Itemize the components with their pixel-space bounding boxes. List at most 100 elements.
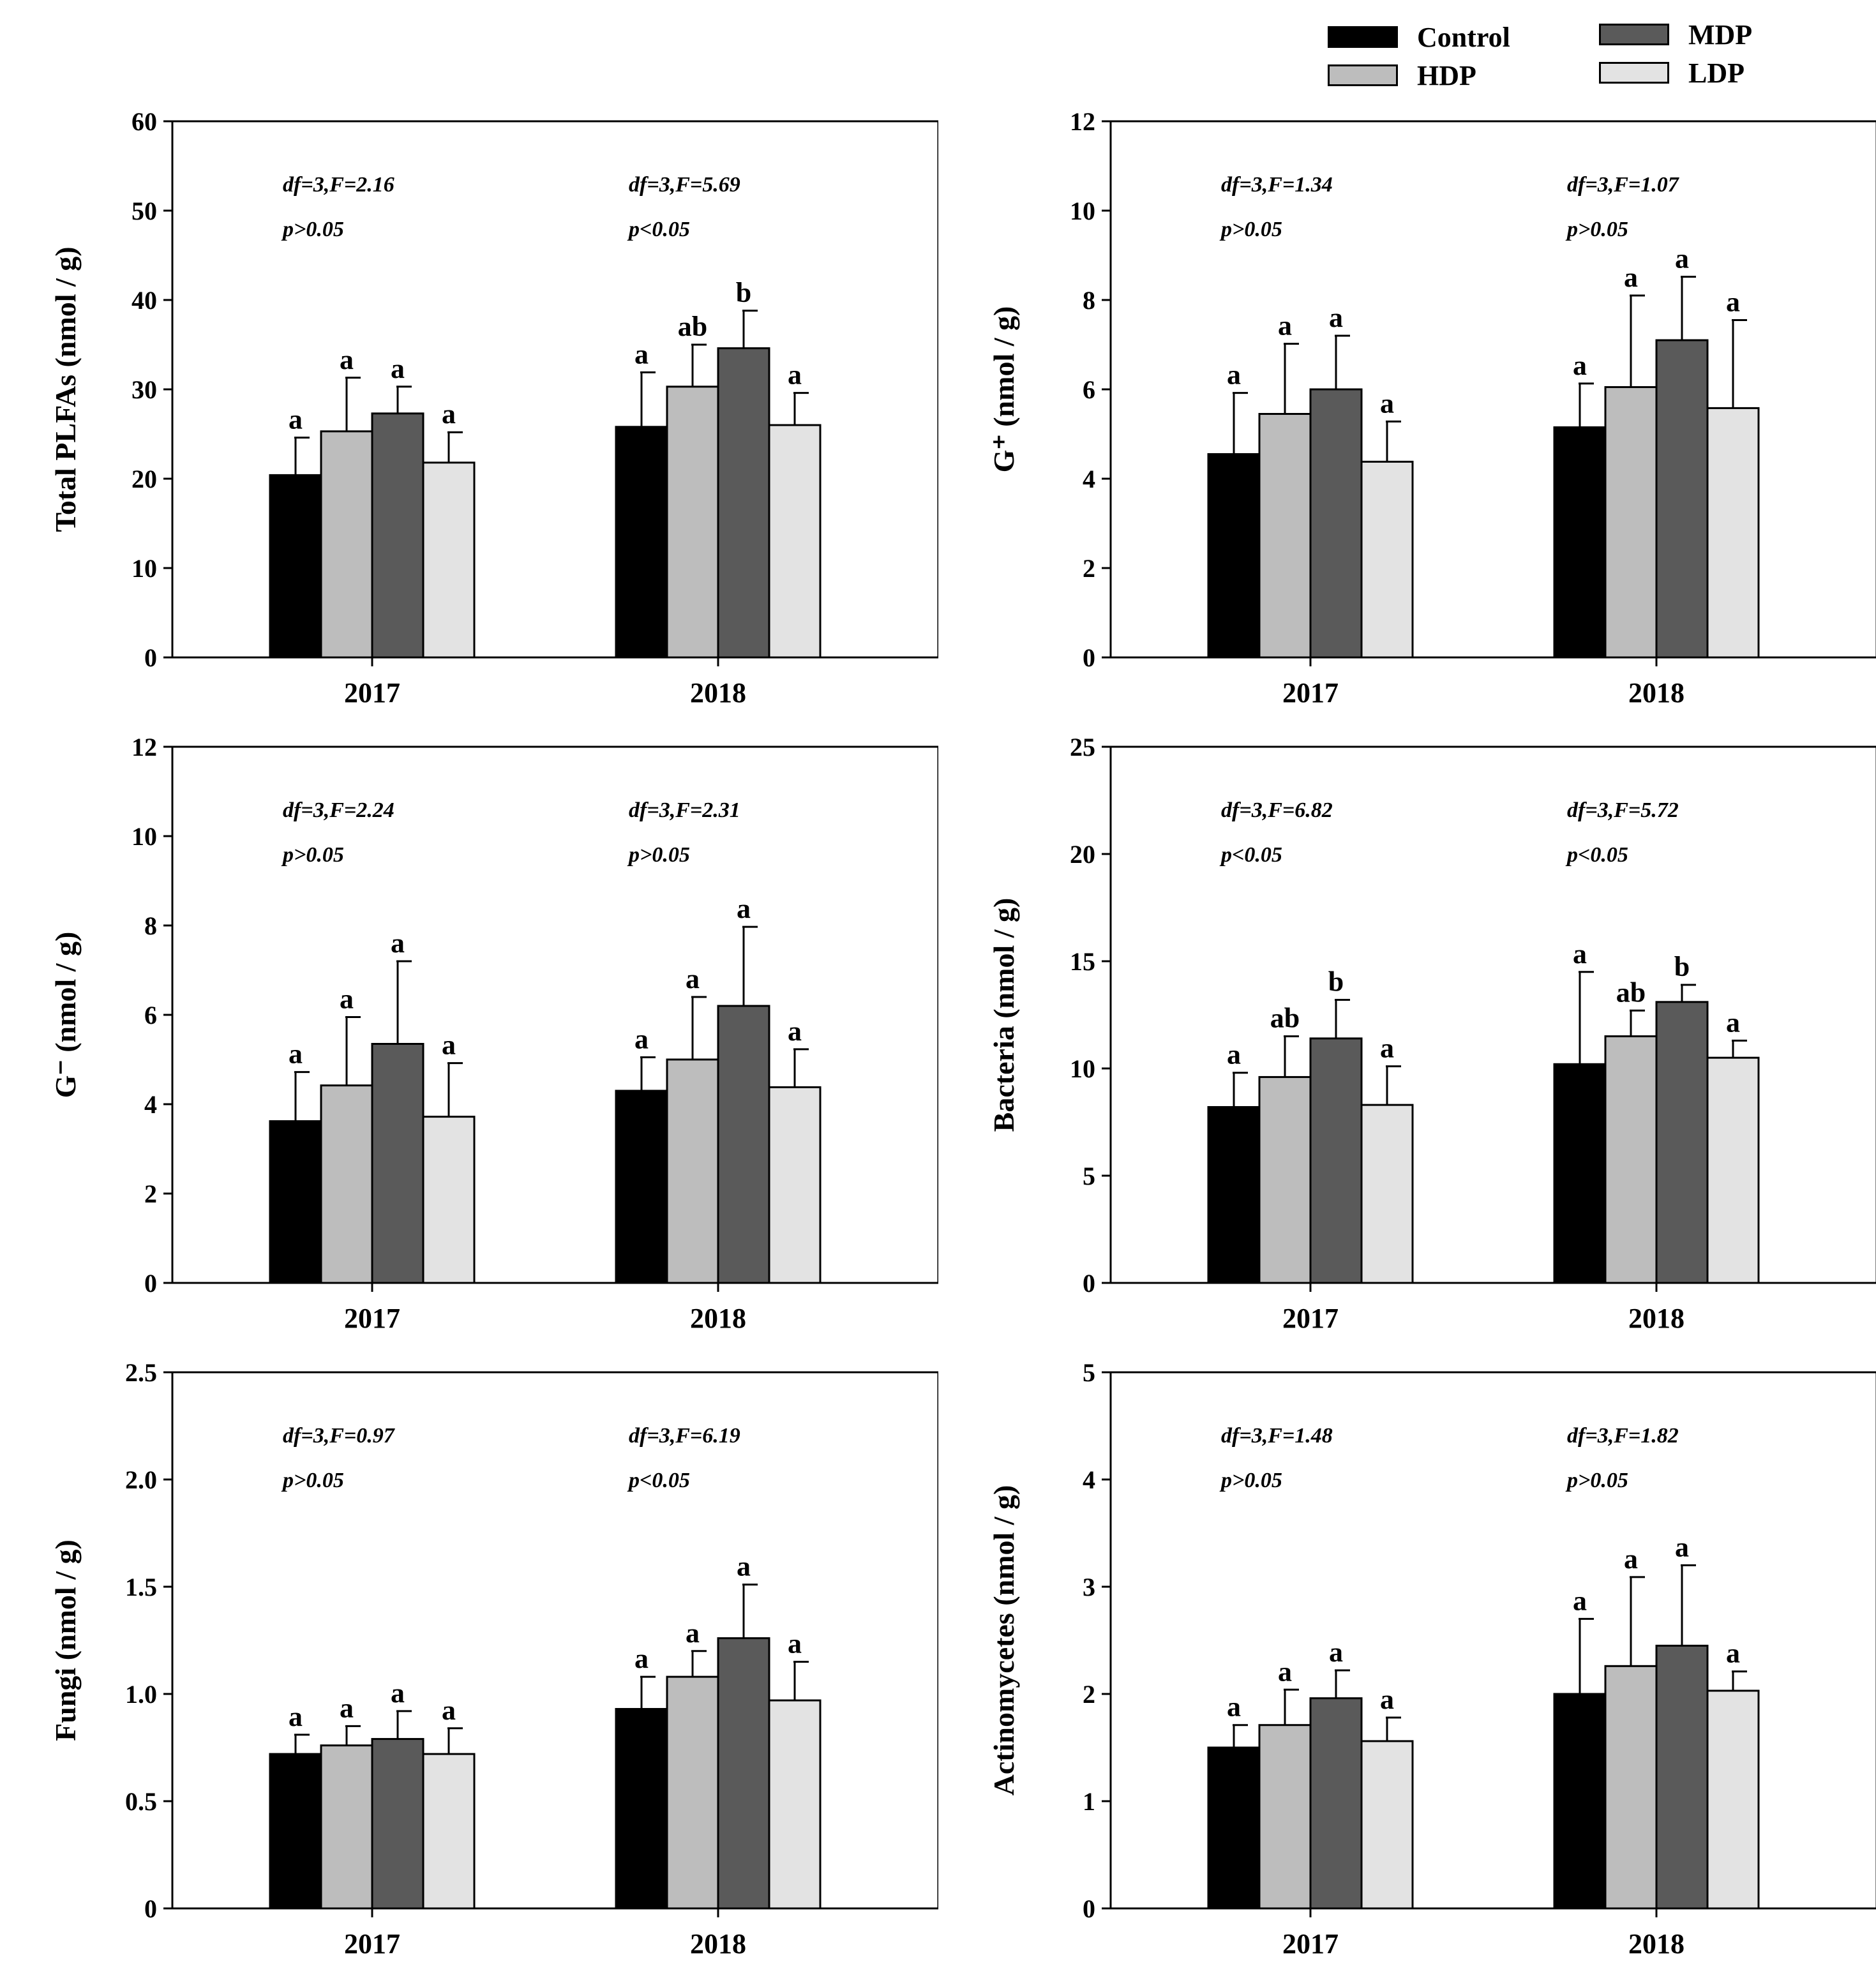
significance-letter: a	[1624, 262, 1638, 293]
x-category-label: 2018	[690, 677, 746, 708]
bar-control	[269, 1753, 322, 1910]
significance-letter: b	[736, 277, 751, 308]
chart-gram-negative: 0 2 4 6 8 10 12 G⁻ (nmol / g) 2017 a a a a df=3,F=2.2…	[49, 733, 938, 1334]
y-tick-label: 0	[1083, 643, 1095, 672]
bar-mdp	[1309, 388, 1363, 659]
bar-ldp	[422, 1753, 476, 1910]
stat-df: df=3,F=2.16	[283, 173, 394, 197]
y-tick-label: 5	[1083, 1162, 1095, 1190]
significance-letter: a	[1380, 387, 1394, 419]
bar-ldp	[1360, 1104, 1414, 1284]
bar-mdp	[371, 1043, 424, 1284]
legend-label-mdp: MDP	[1688, 19, 1753, 50]
y-tick-label: 5	[1083, 1358, 1095, 1387]
y-tick-label: 25	[1070, 733, 1095, 761]
bar-mdp	[1309, 1697, 1363, 1910]
y-tick-label: 0	[1083, 1269, 1095, 1298]
bar-control	[1553, 426, 1607, 659]
bar-hdp	[666, 1058, 719, 1284]
y-tick-label: 2.0	[125, 1465, 157, 1494]
y-tick-label: 2	[1083, 554, 1095, 583]
plot-frame	[1109, 1371, 1876, 1910]
legend-item-ldp: LDP	[1599, 55, 1745, 91]
y-tick-label: 10	[1070, 1054, 1095, 1083]
significance-letter: a	[1675, 243, 1689, 274]
bar-mdp	[371, 1738, 424, 1910]
significance-letter: a	[634, 1024, 649, 1055]
stat-p: p<0.05	[1565, 843, 1628, 867]
significance-letter: a	[289, 1038, 303, 1070]
bar-control	[269, 1120, 322, 1284]
significance-letter: a	[634, 1643, 649, 1674]
significance-letter: a	[340, 984, 354, 1015]
significance-letter: a	[1329, 1637, 1343, 1668]
y-tick-label: 1.5	[125, 1573, 157, 1601]
stat-df: df=3,F=1.82	[1567, 1424, 1679, 1448]
y-tick-label: 15	[1070, 947, 1095, 976]
stat-df: df=3,F=1.34	[1221, 173, 1333, 197]
x-category-label: 2017	[1282, 1303, 1339, 1334]
y-tick-label: 8	[144, 911, 157, 940]
significance-letter: a	[788, 1628, 802, 1659]
x-category-label: 2017	[344, 677, 400, 708]
y-tick-label: 3	[1083, 1573, 1095, 1601]
significance-letter: a	[1573, 350, 1587, 381]
significance-letter: a	[737, 893, 751, 924]
y-tick-label: 12	[131, 733, 157, 761]
y-tick-label: 0	[144, 643, 157, 672]
significance-letter: a	[788, 359, 802, 391]
bar-ldp	[422, 461, 476, 659]
significance-letter: a	[1227, 359, 1241, 391]
significance-letter: a	[391, 353, 405, 384]
x-category-label: 2018	[690, 1303, 746, 1334]
bar-ldp	[768, 1699, 822, 1910]
y-tick-label: 2.5	[125, 1358, 157, 1387]
stat-p: p>0.05	[281, 843, 344, 867]
stat-df: df=3,F=2.24	[283, 798, 394, 822]
bar-control	[615, 1090, 668, 1284]
bar-hdp	[1604, 386, 1658, 659]
stat-df: df=3,F=6.82	[1221, 798, 1333, 822]
significance-letter: b	[1674, 951, 1690, 982]
bar-ldp	[768, 424, 822, 659]
significance-letter: a	[442, 398, 456, 430]
y-tick-label: 2	[144, 1180, 157, 1208]
bar-hdp	[320, 430, 373, 659]
legend-swatch-control	[1328, 26, 1398, 48]
bar-mdp	[1309, 1037, 1363, 1284]
y-tick-label: 4	[1083, 1465, 1095, 1494]
y-tick-label: 6	[144, 1001, 157, 1030]
significance-letter: a	[634, 338, 649, 370]
significance-letter: a	[1675, 1531, 1689, 1562]
bar-ldp	[422, 1116, 476, 1284]
stat-p: p<0.05	[627, 1469, 690, 1492]
significance-letter: a	[391, 1677, 405, 1709]
bar-hdp	[320, 1744, 373, 1910]
y-tick-label: 1	[1083, 1787, 1095, 1816]
legend-item-mdp: MDP	[1599, 17, 1752, 52]
y-axis-label: Fungi (nmol / g)	[49, 1539, 82, 1741]
chart-gram-positive: 0 2 4 6 8 10 12 G⁺ (nmol / g) 2017 a a a a df=3,F=1.3…	[987, 107, 1876, 708]
y-tick-label: 10	[131, 822, 157, 851]
bar-mdp	[1655, 339, 1709, 659]
stat-df: df=3,F=0.97	[283, 1424, 396, 1448]
x-category-label: 2018	[1628, 677, 1685, 708]
y-tick-label: 12	[1070, 107, 1095, 136]
bar-hdp	[1258, 1724, 1312, 1910]
y-axis-label: Actinomycetes (nmol / g)	[987, 1485, 1020, 1796]
stat-df: df=3,F=1.48	[1221, 1424, 1333, 1448]
bar-mdp	[1655, 1001, 1709, 1284]
y-tick-label: 1.0	[125, 1680, 157, 1709]
x-category-label: 2017	[344, 1928, 400, 1959]
legend-item-control: Control	[1328, 19, 1510, 55]
significance-letter: a	[1573, 938, 1587, 970]
x-category-label: 2018	[690, 1928, 746, 1959]
bar-hdp	[1604, 1035, 1658, 1284]
chart-actinomycetes: 0 1 2 3 4 5 Actinomycetes (nmol / g) 2017 a a a a df…	[987, 1358, 1876, 1959]
significance-letter: ab	[678, 311, 707, 342]
stat-df: df=3,F=6.19	[629, 1424, 740, 1448]
bar-hdp	[320, 1084, 373, 1284]
significance-letter: a	[1726, 1007, 1740, 1038]
bar-control	[1553, 1063, 1607, 1284]
significance-letter: a	[1227, 1691, 1241, 1723]
